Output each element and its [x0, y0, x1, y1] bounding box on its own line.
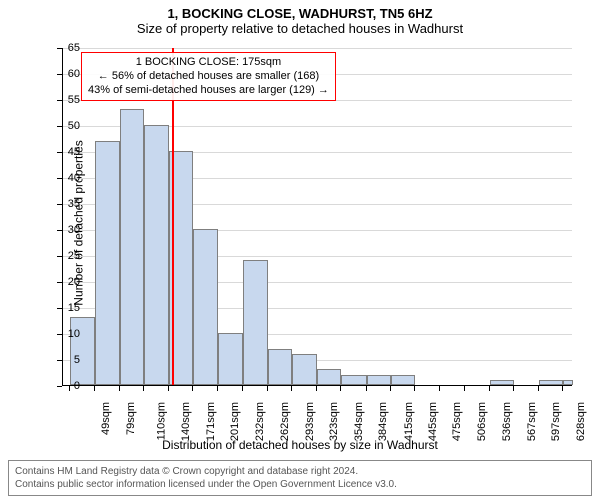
- histogram-bar: [268, 349, 292, 385]
- x-tick-label: 262sqm: [279, 402, 291, 441]
- histogram-bar: [144, 125, 169, 385]
- x-tick-label: 597sqm: [550, 402, 562, 441]
- y-tick-label: 55: [50, 94, 80, 106]
- footer-line-1: Contains HM Land Registry data © Crown c…: [15, 465, 585, 478]
- x-tick-label: 79sqm: [125, 402, 137, 435]
- y-tick-label: 10: [50, 328, 80, 340]
- x-tick-label: 445sqm: [427, 402, 439, 441]
- annot-line3: 43% of semi-detached houses are larger (…: [88, 84, 329, 98]
- chart-title-1: 1, BOCKING CLOSE, WADHURST, TN5 6HZ: [0, 6, 600, 21]
- y-tick-label: 50: [50, 120, 80, 132]
- annotation-box: 1 BOCKING CLOSE: 175sqm← 56% of detached…: [81, 52, 336, 101]
- y-tick-label: 30: [50, 224, 80, 236]
- x-tick-label: 354sqm: [353, 402, 365, 441]
- histogram-bar: [193, 229, 218, 385]
- histogram-bar: [218, 333, 242, 385]
- x-tick-label: 201sqm: [229, 402, 241, 441]
- histogram-bar: [563, 380, 573, 385]
- chart-container: 1, BOCKING CLOSE, WADHURST, TN5 6HZ Size…: [0, 6, 600, 456]
- y-tick-label: 5: [50, 354, 80, 366]
- histogram-bar: [367, 375, 391, 385]
- histogram-bar: [95, 141, 120, 385]
- histogram-bar: [490, 380, 514, 385]
- y-tick-label: 25: [50, 250, 80, 262]
- x-tick-label: 232sqm: [255, 402, 267, 441]
- histogram-bar: [539, 380, 563, 385]
- x-tick-label: 628sqm: [575, 402, 587, 441]
- y-tick-label: 15: [50, 302, 80, 314]
- footer-attribution: Contains HM Land Registry data © Crown c…: [8, 460, 592, 496]
- y-tick-label: 45: [50, 146, 80, 158]
- histogram-bar: [292, 354, 317, 385]
- x-tick-label: 171sqm: [205, 402, 217, 441]
- x-tick-label: 110sqm: [155, 402, 167, 440]
- annot-line1: 1 BOCKING CLOSE: 175sqm: [88, 56, 329, 70]
- chart-title-2: Size of property relative to detached ho…: [0, 21, 600, 36]
- y-tick-label: 0: [50, 380, 80, 392]
- x-tick-label: 140sqm: [180, 402, 192, 441]
- histogram-bar: [317, 369, 341, 385]
- x-tick-label: 475sqm: [451, 402, 463, 441]
- x-tick-label: 384sqm: [378, 402, 390, 441]
- y-tick-label: 40: [50, 172, 80, 184]
- y-tick-label: 35: [50, 198, 80, 210]
- x-tick-label: 536sqm: [501, 402, 513, 441]
- x-tick-label: 506sqm: [476, 402, 488, 441]
- x-tick-label: 567sqm: [526, 402, 538, 441]
- x-tick-label: 293sqm: [304, 402, 316, 441]
- histogram-bar: [391, 375, 415, 385]
- y-tick-label: 65: [50, 42, 80, 54]
- grid-line: [63, 48, 572, 49]
- x-tick-label: 49sqm: [100, 402, 112, 435]
- footer-line-2: Contains public sector information licen…: [15, 478, 585, 491]
- x-tick-label: 415sqm: [403, 402, 415, 441]
- y-tick-label: 20: [50, 276, 80, 288]
- x-tick-label: 323sqm: [328, 402, 340, 441]
- annot-line2: ← 56% of detached houses are smaller (16…: [88, 70, 329, 84]
- histogram-bar: [341, 375, 366, 385]
- histogram-bar: [120, 109, 144, 385]
- histogram-bar: [243, 260, 268, 385]
- plot-area: 1 BOCKING CLOSE: 175sqm← 56% of detached…: [62, 48, 572, 386]
- y-tick-label: 60: [50, 68, 80, 80]
